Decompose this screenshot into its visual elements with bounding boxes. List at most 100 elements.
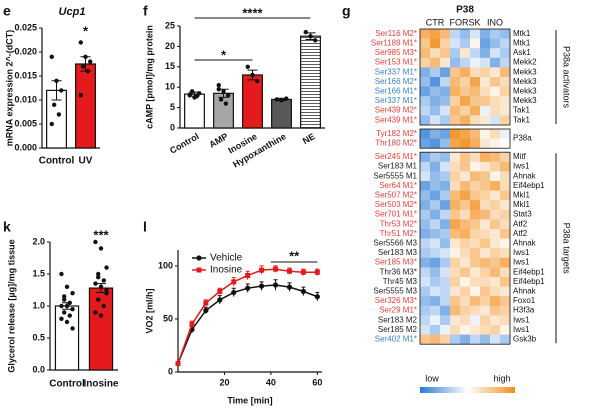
row-label: Ser402 M1* bbox=[375, 335, 417, 344]
heatmap-cell bbox=[440, 138, 451, 149]
heatmap-cell bbox=[440, 152, 451, 163]
gene-label: Iws1 bbox=[513, 248, 530, 257]
marker bbox=[203, 307, 209, 314]
data-point bbox=[62, 310, 67, 315]
heatmap-cell bbox=[490, 315, 501, 326]
data-point bbox=[104, 287, 109, 293]
y-tick-label: 10 bbox=[165, 82, 175, 92]
y-tick-label: 0.0 bbox=[32, 364, 45, 374]
bar bbox=[242, 74, 263, 129]
heatmap-cell bbox=[480, 257, 491, 268]
heatmap-cell bbox=[470, 248, 481, 259]
heatmap-cell bbox=[450, 57, 461, 68]
heatmap-cell bbox=[420, 277, 431, 287]
x-tick-label: Control bbox=[39, 156, 75, 167]
heatmap-cell bbox=[480, 181, 491, 191]
heatmap-cell bbox=[440, 305, 451, 316]
gene-label: Atf2 bbox=[513, 229, 528, 238]
colorbar bbox=[420, 387, 515, 393]
heatmap-cell bbox=[430, 48, 441, 59]
heatmap-cell bbox=[420, 257, 431, 268]
heatmap-cell bbox=[450, 105, 461, 116]
gene-label: Tak1 bbox=[513, 106, 530, 115]
heatmap-cell bbox=[460, 67, 471, 78]
heatmap-cell bbox=[470, 229, 481, 239]
heatmap-cell bbox=[420, 67, 431, 78]
data-point bbox=[56, 112, 62, 117]
heatmap-cell bbox=[500, 267, 511, 278]
heatmap-cell bbox=[500, 161, 511, 172]
marker bbox=[203, 300, 209, 306]
heatmap-cell bbox=[490, 138, 501, 149]
heatmap-cell bbox=[440, 209, 451, 220]
row-label: Ser183 M3 bbox=[378, 248, 418, 257]
group-label: CTR bbox=[426, 17, 445, 27]
heatmap-cell bbox=[430, 325, 441, 335]
x-tick-label: 20 bbox=[219, 377, 229, 387]
x-tick-label: 60 bbox=[312, 377, 322, 387]
heatmap-cell bbox=[440, 129, 451, 139]
heatmap-cell bbox=[430, 86, 441, 97]
marker bbox=[300, 269, 306, 275]
heatmap-cell bbox=[470, 96, 481, 107]
heatmap-cell bbox=[450, 286, 461, 297]
heatmap-cell bbox=[440, 96, 451, 107]
heatmap-cell bbox=[500, 57, 511, 68]
gene-label: Mekk3 bbox=[513, 87, 537, 96]
heatmap-cell bbox=[450, 77, 461, 87]
legend-marker bbox=[196, 255, 202, 261]
heatmap-cell bbox=[480, 200, 491, 211]
gene-label: Mitf bbox=[513, 152, 527, 161]
legend-label: Vehicle bbox=[210, 253, 243, 264]
heatmap-cell bbox=[450, 190, 461, 201]
heatmap-cell bbox=[470, 305, 481, 316]
data-point bbox=[96, 297, 101, 302]
y-tick-label: 0.010 bbox=[14, 94, 37, 104]
heatmap-cell bbox=[420, 305, 431, 316]
heatmap-cell bbox=[490, 229, 501, 239]
heatmap-cell bbox=[480, 296, 491, 307]
row-label: Ser166 M1* bbox=[375, 87, 417, 96]
panel-letter: e bbox=[3, 3, 11, 19]
heatmap-cell bbox=[430, 152, 441, 163]
heatmap-cell bbox=[500, 305, 511, 316]
heatmap-cell bbox=[500, 219, 511, 230]
heatmap-cell bbox=[480, 171, 491, 182]
heatmap-cell bbox=[430, 38, 441, 49]
heatmap-cell bbox=[440, 248, 451, 259]
heatmap-cell bbox=[480, 277, 491, 287]
heatmap-cell bbox=[480, 138, 491, 149]
heatmap-cell bbox=[450, 334, 461, 345]
data-point bbox=[62, 294, 67, 299]
colorbar-label: low bbox=[425, 373, 439, 383]
gene-label: Iws1 bbox=[513, 258, 530, 267]
heatmap-cell bbox=[460, 200, 471, 211]
row-label: Ser153 M1* bbox=[375, 58, 417, 67]
heatmap-cell bbox=[430, 57, 441, 68]
data-point bbox=[67, 313, 72, 318]
heatmap-cell bbox=[430, 115, 441, 126]
data-point bbox=[245, 64, 250, 70]
heatmap-cell bbox=[490, 86, 501, 97]
heatmap-cell bbox=[480, 67, 491, 78]
heatmap-cell bbox=[460, 238, 471, 249]
heatmap-cell bbox=[480, 267, 491, 278]
heatmap-cell bbox=[500, 286, 511, 297]
heatmap-cell bbox=[440, 267, 451, 278]
heatmap-cell bbox=[430, 105, 441, 116]
heatmap-cell bbox=[460, 248, 471, 259]
heatmap-cell bbox=[420, 190, 431, 201]
heatmap-cell bbox=[430, 334, 441, 345]
heatmap-cell bbox=[430, 257, 441, 268]
heatmap-cell bbox=[460, 286, 471, 297]
data-point bbox=[59, 88, 64, 93]
y-tick-label: 0.000 bbox=[14, 142, 37, 152]
gene-label: Gsk3b bbox=[513, 335, 537, 344]
gene-label: Mekk2 bbox=[513, 58, 537, 67]
heatmap-cell bbox=[420, 238, 431, 249]
heatmap-cell bbox=[470, 105, 481, 116]
heatmap-cell bbox=[420, 286, 431, 297]
heatmap-cell bbox=[500, 315, 511, 326]
marker bbox=[314, 294, 320, 300]
heatmap-cell bbox=[420, 181, 431, 191]
